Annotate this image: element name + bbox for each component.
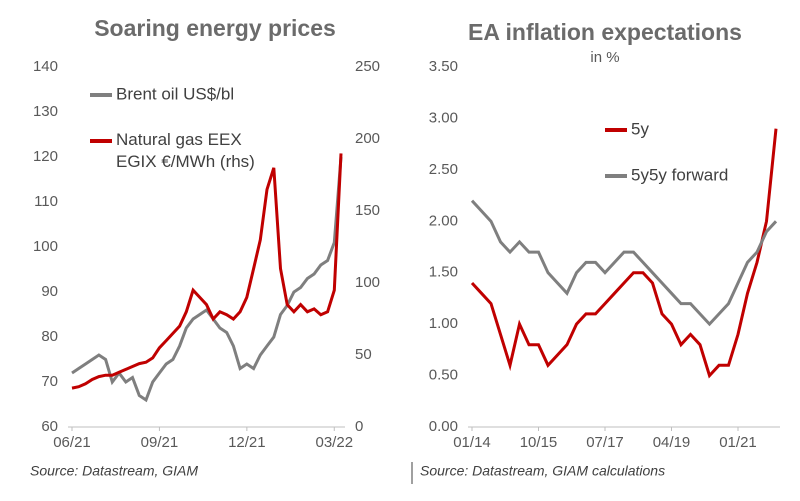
y-tick-label: 130 <box>33 103 58 120</box>
series-line <box>71 153 343 390</box>
y-tick-label: 2.50 <box>429 161 458 178</box>
series-line <box>71 156 343 403</box>
series-line <box>470 199 778 327</box>
y-tick-label: 70 <box>41 373 58 390</box>
y-tick-label: 80 <box>41 328 58 345</box>
y-tick-label: 90 <box>41 283 58 300</box>
y-tick-label: 120 <box>33 148 58 165</box>
x-tick-label: 09/21 <box>141 434 179 451</box>
y-tick-label: 2.00 <box>429 212 458 229</box>
chart-title: EA inflation expectations <box>468 19 742 45</box>
y-tick-label: 0.00 <box>429 418 458 435</box>
x-tick-label: 01/21 <box>719 434 757 451</box>
y-tick-label: 110 <box>34 193 58 210</box>
x-tick-label: 03/22 <box>316 434 354 451</box>
y-tick-label: 3.00 <box>429 109 458 126</box>
x-tick-label: 06/21 <box>53 434 91 451</box>
source-note: Source: Datastream, GIAM <box>30 463 198 479</box>
y2-tick-label: 150 <box>355 202 380 219</box>
legend-label: Brent oil US$/bl <box>116 84 234 103</box>
x-tick-label: 10/15 <box>520 434 558 451</box>
y-tick-label: 1.50 <box>429 264 458 281</box>
y2-tick-label: 50 <box>355 346 372 363</box>
legend-label: 5y5y forward <box>631 165 728 184</box>
y-tick-label: 140 <box>33 58 58 75</box>
y-tick-label: 1.00 <box>429 315 458 332</box>
y2-tick-label: 200 <box>355 130 380 147</box>
y-tick-label: 60 <box>41 418 58 435</box>
y-tick-label: 100 <box>33 238 58 255</box>
y2-tick-label: 0 <box>355 418 363 435</box>
y2-tick-label: 100 <box>355 274 380 291</box>
series-line <box>470 128 778 379</box>
x-tick-label: 04/19 <box>653 434 691 451</box>
x-tick-label: 07/17 <box>586 434 624 451</box>
chart-title: Soaring energy prices <box>94 15 336 41</box>
y-tick-label: 3.50 <box>429 58 458 75</box>
chart-subtitle: in % <box>590 49 619 66</box>
legend-label: Natural gas EEX EGIX €/MWh (rhs) <box>116 130 255 171</box>
y2-tick-label: 250 <box>355 58 380 75</box>
x-tick-label: 12/21 <box>228 434 266 451</box>
source-note: Source: Datastream, GIAM calculations <box>420 463 665 479</box>
legend-label: 5y <box>631 119 649 138</box>
x-tick-label: 01/14 <box>453 434 491 451</box>
y-tick-label: 0.50 <box>429 367 458 384</box>
